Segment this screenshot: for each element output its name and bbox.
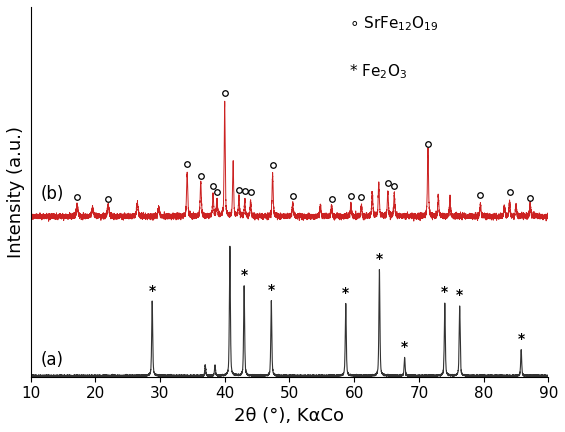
Text: *: *: [441, 286, 449, 299]
Text: *: *: [342, 286, 349, 300]
Y-axis label: Intensity (a.u.): Intensity (a.u.): [7, 126, 25, 258]
Text: *: *: [241, 268, 247, 282]
Text: *: *: [376, 252, 383, 266]
Text: *: *: [518, 332, 525, 346]
Text: $\circ$ SrFe$_{12}$O$_{19}$: $\circ$ SrFe$_{12}$O$_{19}$: [349, 14, 438, 33]
Text: (a): (a): [40, 351, 63, 369]
Text: *: *: [456, 288, 463, 302]
Text: *: *: [149, 283, 156, 298]
Text: * Fe$_2$O$_3$: * Fe$_2$O$_3$: [349, 62, 407, 81]
Text: (b): (b): [40, 185, 64, 203]
X-axis label: 2θ (°), KαCo: 2θ (°), KαCo: [234, 407, 345, 425]
Text: *: *: [401, 340, 408, 354]
Text: *: *: [268, 283, 275, 297]
